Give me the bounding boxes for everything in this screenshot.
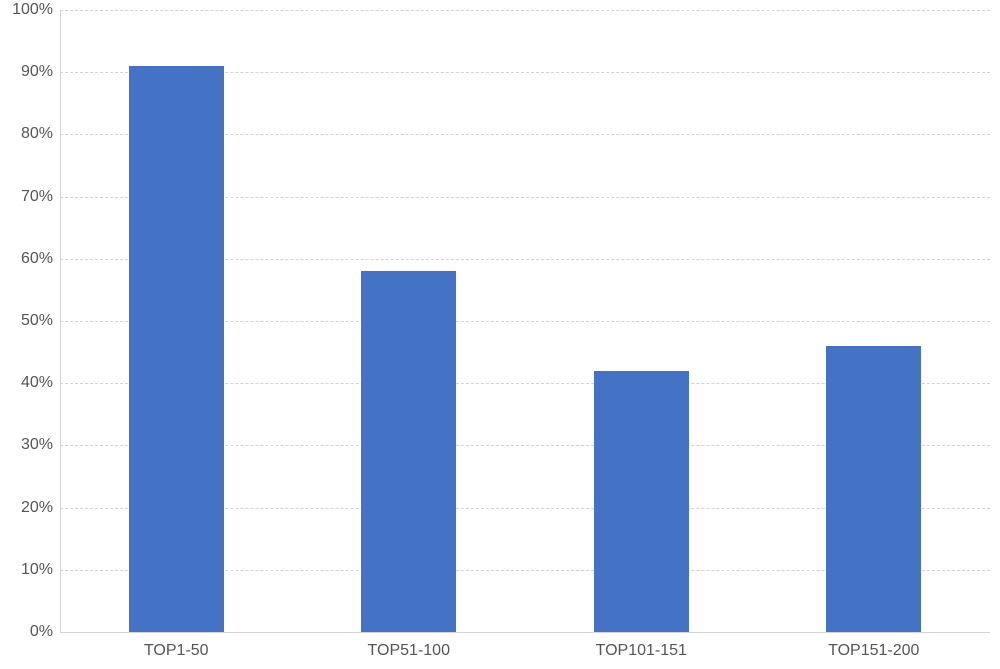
bar xyxy=(129,66,224,632)
x-axis-line xyxy=(60,632,990,633)
y-axis-tick-label: 60% xyxy=(3,250,53,268)
y-axis-tick-label: 90% xyxy=(3,63,53,81)
gridline xyxy=(60,10,990,11)
x-axis-tick-label: TOP1-50 xyxy=(144,642,209,660)
bar-chart: 0% 10% 20% 30% 40% 50% 60% 70% 80% 90% 100% TOP1-50… xyxy=(0,0,1000,669)
x-axis-tick-label: TOP151-200 xyxy=(828,642,919,660)
bar xyxy=(826,346,921,632)
y-axis-tick-label: 100% xyxy=(3,1,53,19)
x-axis-tick-label: TOP51-100 xyxy=(368,642,450,660)
y-axis-tick-label: 20% xyxy=(3,499,53,517)
y-axis-tick-label: 30% xyxy=(3,436,53,454)
y-axis-tick-label: 10% xyxy=(3,561,53,579)
y-axis-tick-label: 0% xyxy=(3,623,53,641)
bar xyxy=(594,371,689,632)
bar xyxy=(361,271,456,632)
y-axis-tick-label: 40% xyxy=(3,374,53,392)
y-axis-line xyxy=(60,10,61,632)
x-axis-tick-label: TOP101-151 xyxy=(596,642,687,660)
y-axis-tick-label: 80% xyxy=(3,125,53,143)
y-axis-tick-label: 70% xyxy=(3,188,53,206)
y-axis-tick-label: 50% xyxy=(3,312,53,330)
